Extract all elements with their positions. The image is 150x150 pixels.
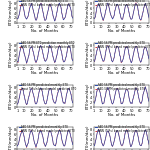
Y-axis label: ET0(mm/day): ET0(mm/day) bbox=[85, 83, 89, 109]
Legend: FAO 56 PM predicted monthly ET0, ANN (T,Rs) based model predicted ET0: FAO 56 PM predicted monthly ET0, ANN (T,… bbox=[19, 125, 75, 133]
Y-axis label: ET0(mm/day): ET0(mm/day) bbox=[9, 41, 13, 67]
Legend: FAO 56 PM predicted monthly ET0, ANN (T,Rs) based model predicted ET0: FAO 56 PM predicted monthly ET0, ANN (T,… bbox=[95, 41, 150, 49]
Y-axis label: ET0(mm/day): ET0(mm/day) bbox=[9, 125, 13, 150]
Y-axis label: ET0(mm/day): ET0(mm/day) bbox=[9, 0, 13, 25]
Y-axis label: ET0(mm/day): ET0(mm/day) bbox=[85, 125, 89, 150]
X-axis label: No. of Months: No. of Months bbox=[31, 71, 59, 75]
Y-axis label: ET0(mm/day): ET0(mm/day) bbox=[85, 41, 89, 67]
Y-axis label: ET0(mm/day): ET0(mm/day) bbox=[9, 83, 13, 109]
X-axis label: No. of Months: No. of Months bbox=[31, 114, 59, 117]
X-axis label: No. of Months: No. of Months bbox=[108, 29, 135, 33]
Legend: FAO 56 PM predicted monthly ET0, FAO-56 PM predicted monthly ET0: FAO 56 PM predicted monthly ET0, FAO-56 … bbox=[95, 83, 145, 91]
X-axis label: No. of Months: No. of Months bbox=[108, 71, 135, 75]
Legend: FAO 56 PM predicted monthly ET0, ANN (T,Rs) based model predicted ET0: FAO 56 PM predicted monthly ET0, ANN (T,… bbox=[95, 125, 150, 133]
Legend: FAO 56 PM predicted monthly ET0, ANN (T,Rs) based model predicted ET0: FAO 56 PM predicted monthly ET0, ANN (T,… bbox=[95, 0, 150, 7]
Legend: FAO 56 PM ET0 prediction monthly ET0, ANN (T,Rs) based model predicted ET0: FAO 56 PM ET0 prediction monthly ET0, AN… bbox=[19, 41, 75, 49]
Legend: FAO 56 PM predicted monthly ET0, Input T,Rs/n based model predicted ET0: FAO 56 PM predicted monthly ET0, Input T… bbox=[19, 83, 77, 91]
Legend: FAO 56 PM predicted monthly ET0, ANN (T,Rs) based model predicted ET0: FAO 56 PM predicted monthly ET0, ANN (T,… bbox=[19, 0, 75, 7]
X-axis label: No. of Months: No. of Months bbox=[31, 29, 59, 33]
Y-axis label: ET0(mm/day): ET0(mm/day) bbox=[85, 0, 89, 25]
X-axis label: No. of Months: No. of Months bbox=[108, 114, 135, 117]
